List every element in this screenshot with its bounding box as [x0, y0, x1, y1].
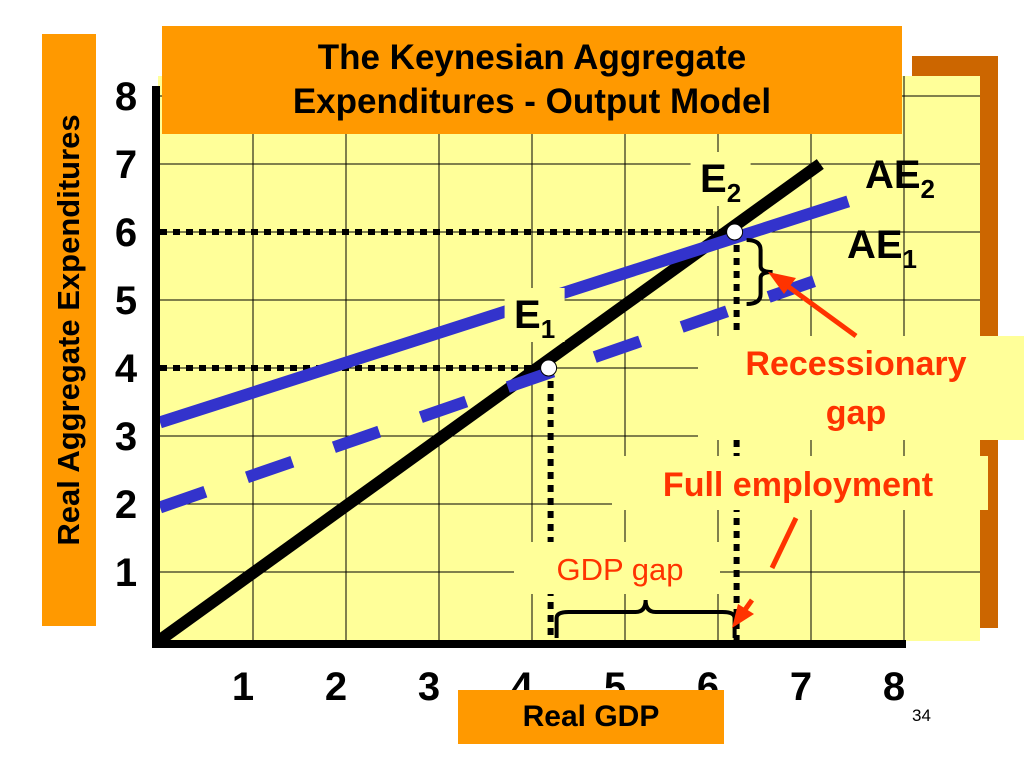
y-tick-label-1: 1 — [115, 551, 137, 595]
x-tick-label-2: 2 — [325, 665, 347, 709]
recessionary-gap-arrow — [780, 279, 858, 339]
page-number: 34 — [912, 706, 931, 725]
recessionary-gap-label-line2: gap — [826, 394, 886, 432]
recessionary-gap-label-line1: Recessionary — [745, 345, 966, 383]
title-box: The Keynesian Aggregate Expenditures - O… — [162, 26, 902, 134]
recessionary-gap-box — [698, 336, 1024, 440]
y-tick-label-4: 4 — [115, 347, 138, 391]
equilibrium-label-bg-1 — [690, 152, 751, 206]
y-tick-label-3: 3 — [115, 415, 137, 459]
full-employment-label: Full employment — [663, 466, 933, 504]
gdp-gap-box — [514, 542, 720, 594]
gap-brackets — [554, 238, 773, 638]
full-employment-arrowhead — [732, 604, 754, 628]
x-axis-label-box: Real GDP — [458, 690, 724, 744]
x-tick-label-1: 1 — [232, 665, 254, 709]
recessionary-gap-brace — [746, 238, 773, 306]
y-axis-label: Real Aggregate Expenditures — [51, 114, 86, 546]
x-tick-label-3: 3 — [418, 665, 440, 709]
y-tick-label-2: 2 — [115, 483, 137, 527]
chart-title-line1: The Keynesian Aggregate — [317, 38, 747, 77]
x-tick-label-7: 7 — [790, 665, 812, 709]
full-employment-box — [612, 456, 988, 510]
y-tick-label-5: 5 — [115, 279, 137, 323]
y-tick-label-8: 8 — [115, 75, 137, 119]
axes — [152, 86, 906, 648]
y-tick-label-7: 7 — [115, 143, 137, 187]
series-line-2 — [158, 263, 851, 514]
equilibrium-point-0 — [540, 359, 558, 377]
equilibrium-point-1 — [726, 223, 744, 241]
x-axis-label: Real GDP — [522, 700, 660, 733]
equilibrium-label-bg-0 — [504, 288, 565, 342]
x-tick-label-8: 8 — [883, 665, 905, 709]
full-employment-arrow-segment — [769, 516, 799, 570]
gdp-gap-brace — [554, 599, 737, 638]
chart-title-line2: Expenditures - Output Model — [292, 82, 772, 121]
y-tick-label-6: 6 — [115, 211, 137, 255]
equilibrium-points — [540, 223, 744, 377]
recessionary-gap-arrowhead — [768, 272, 796, 294]
guide-lines — [160, 229, 740, 640]
gdp-gap-label: GDP gap — [557, 552, 684, 587]
y-axis-label-box: Real Aggregate Expenditures — [42, 34, 96, 626]
